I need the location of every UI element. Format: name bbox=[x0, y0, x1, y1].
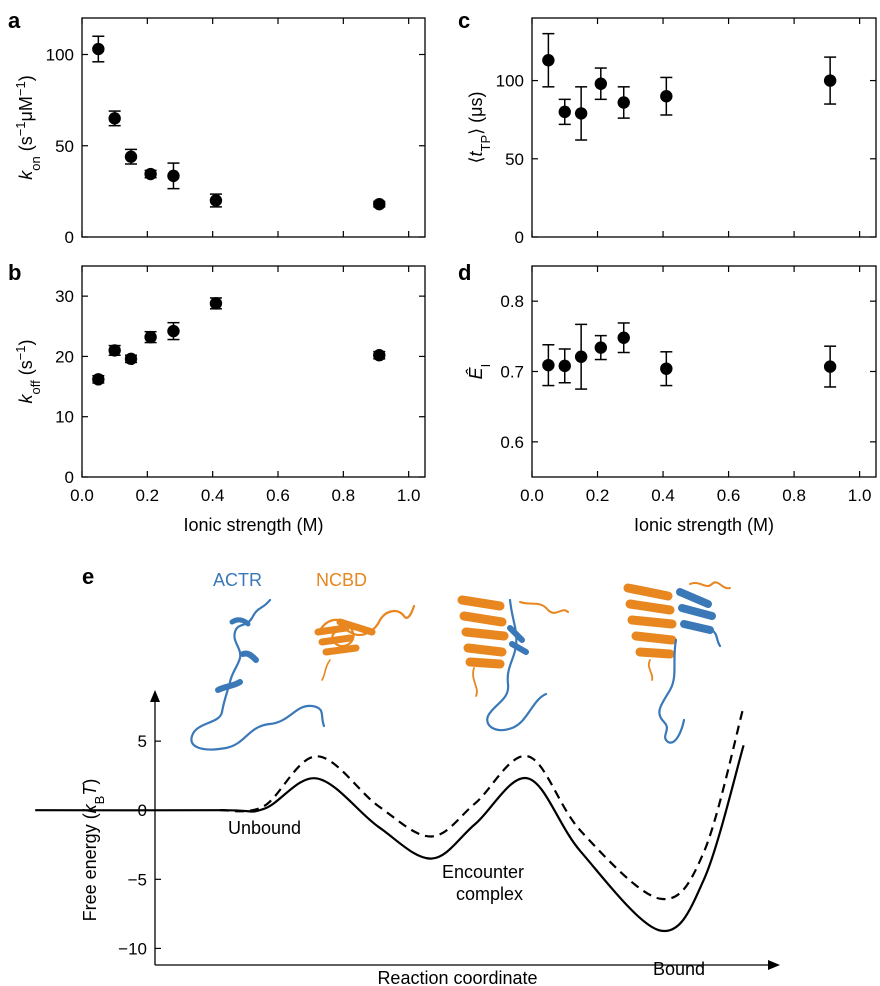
data-point bbox=[660, 90, 673, 103]
energy-curve-dashed bbox=[219, 706, 745, 901]
energy-curve-solid bbox=[35, 744, 745, 933]
data-point bbox=[574, 350, 588, 363]
y-axis-label: ⟨tTP⟩ (μs) bbox=[466, 91, 493, 163]
bound-complex-structure bbox=[623, 581, 731, 744]
panel-d: 0.6 0.7 0.8 0.0 0.2 0.4 0.6 0.8 1.0 Ionic strengt… bbox=[466, 265, 877, 535]
y-tick-label: −10 bbox=[118, 939, 147, 958]
data-point bbox=[373, 349, 386, 362]
y-tick-label: 50 bbox=[505, 150, 524, 169]
data-point bbox=[209, 297, 223, 310]
data-point bbox=[823, 360, 837, 373]
data-point bbox=[617, 96, 630, 109]
data-point bbox=[167, 324, 180, 338]
data-point bbox=[92, 373, 105, 386]
y-tick-label: 100 bbox=[46, 46, 74, 65]
actr-label: ACTR bbox=[213, 570, 262, 590]
y-axis-arrow bbox=[150, 690, 160, 702]
data-point bbox=[108, 344, 121, 357]
ncbd-label: NCBD bbox=[316, 570, 367, 590]
y-tick-label: 0.8 bbox=[500, 292, 524, 311]
x-tick-label: 0.4 bbox=[651, 486, 675, 505]
panel-letter-e: e bbox=[82, 564, 94, 589]
annotation-complex: complex bbox=[456, 884, 523, 904]
annotation-encounter: Encounter bbox=[442, 862, 524, 882]
data-point bbox=[594, 341, 607, 354]
data-point bbox=[92, 42, 105, 56]
data-point bbox=[108, 112, 121, 125]
y-axis-label: Free energy (kBT) bbox=[80, 779, 107, 922]
y-tick-label: 20 bbox=[55, 347, 74, 366]
panel-d-frame bbox=[531, 265, 877, 478]
y-tick-label: 0 bbox=[65, 228, 74, 247]
x-tick-label: 0.8 bbox=[782, 486, 806, 505]
x-tick-label: 0.6 bbox=[266, 486, 290, 505]
x-axis-label: Ionic strength (M) bbox=[634, 515, 774, 535]
x-axis-arrow bbox=[768, 960, 780, 970]
y-tick-label: 10 bbox=[55, 408, 74, 427]
data-point bbox=[144, 330, 157, 344]
data-point bbox=[617, 331, 630, 344]
y-tick-label: 0.7 bbox=[500, 363, 524, 382]
energy-curves bbox=[35, 706, 745, 933]
x-tick-label: 0.6 bbox=[717, 486, 741, 505]
x-tick-label: 0.0 bbox=[520, 486, 544, 505]
panel-letter-b: b bbox=[8, 260, 21, 285]
y-tick-label: −5 bbox=[128, 870, 147, 889]
ncbd-structure bbox=[314, 604, 416, 681]
panel-letter-d: d bbox=[458, 260, 471, 285]
panel-a-frame bbox=[81, 17, 426, 238]
x-tick-label: 0.2 bbox=[586, 486, 610, 505]
y-tick-label: 0 bbox=[65, 468, 74, 487]
data-point bbox=[373, 197, 386, 211]
data-point bbox=[594, 77, 607, 90]
y-tick-label: 50 bbox=[55, 137, 74, 156]
y-tick-label: 30 bbox=[55, 287, 74, 306]
data-point bbox=[209, 194, 223, 207]
x-axis-label: Reaction coordinate bbox=[377, 968, 537, 986]
data-point bbox=[542, 54, 555, 67]
data-point bbox=[574, 107, 588, 120]
data-point bbox=[124, 150, 138, 163]
data-point bbox=[660, 362, 673, 375]
y-tick-label: 5 bbox=[138, 732, 147, 751]
panel-b: 0 10 20 30 0.0 0.2 0.4 0.6 0.8 1.0 Ionic strength … bbox=[13, 265, 426, 535]
y-axis-label: kon (s−1μM−1) bbox=[13, 75, 43, 180]
data-point bbox=[542, 358, 555, 372]
actr-unbound-structure bbox=[190, 598, 326, 751]
data-point bbox=[823, 74, 837, 87]
x-tick-label: 0.8 bbox=[332, 486, 356, 505]
annotation-bound: Bound bbox=[653, 959, 705, 979]
panel-c: 0 50 100⟨tTP⟩ (μs) bbox=[466, 17, 877, 247]
data-point bbox=[167, 169, 180, 183]
x-tick-label: 1.0 bbox=[848, 486, 872, 505]
panel-c-frame bbox=[531, 17, 877, 238]
y-tick-label: 0 bbox=[515, 228, 524, 247]
panel-letter-a: a bbox=[8, 8, 21, 33]
data-point bbox=[144, 167, 157, 181]
x-axis-label: Ionic strength (M) bbox=[183, 515, 323, 535]
encounter-complex-structure bbox=[457, 595, 569, 732]
x-tick-label: 0.4 bbox=[201, 486, 225, 505]
x-tick-label: 0.0 bbox=[70, 486, 94, 505]
x-tick-label: 0.2 bbox=[136, 486, 160, 505]
data-point bbox=[124, 352, 138, 366]
y-tick-label: 0.6 bbox=[500, 433, 524, 452]
x-tick-label: 1.0 bbox=[397, 486, 421, 505]
y-axis-label: koff (s−1) bbox=[13, 339, 43, 403]
panel-b-frame bbox=[81, 265, 426, 478]
panel-letter-c: c bbox=[458, 8, 470, 33]
data-point bbox=[558, 359, 571, 373]
y-tick-label: 100 bbox=[496, 72, 524, 91]
annotation-unbound: Unbound bbox=[228, 818, 301, 838]
y-axis-label: ÊI bbox=[466, 364, 493, 380]
data-point bbox=[558, 105, 571, 119]
